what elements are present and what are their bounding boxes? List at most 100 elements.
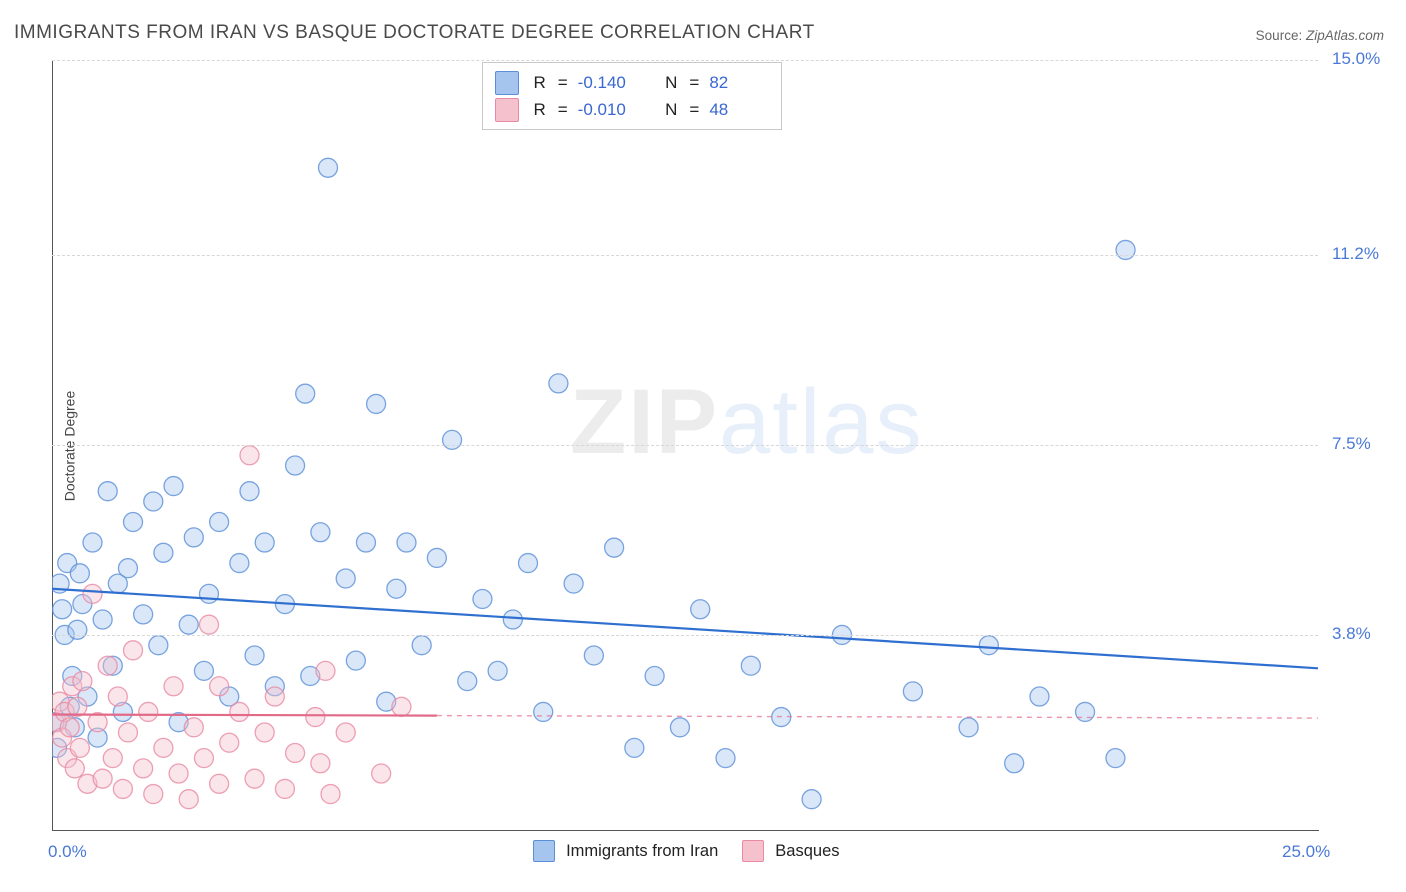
data-point <box>149 636 168 655</box>
data-point <box>605 538 624 557</box>
data-point <box>1106 749 1125 768</box>
legend-n-value: 48 <box>709 96 769 123</box>
data-point <box>716 749 735 768</box>
data-point <box>275 779 294 798</box>
data-point <box>73 672 92 691</box>
data-point <box>124 641 143 660</box>
legend-r-label: R <box>533 69 545 96</box>
data-point <box>68 620 87 639</box>
data-point <box>296 384 315 403</box>
gridline <box>52 255 1318 256</box>
data-point <box>68 697 87 716</box>
data-point <box>134 759 153 778</box>
data-point <box>286 456 305 475</box>
data-point <box>1076 702 1095 721</box>
data-point <box>670 718 689 737</box>
series-legend-label: Basques <box>775 842 839 861</box>
data-point <box>372 764 391 783</box>
data-point <box>412 636 431 655</box>
data-point <box>458 672 477 691</box>
data-point <box>113 779 132 798</box>
data-point <box>108 687 127 706</box>
data-point <box>70 738 89 757</box>
data-point <box>83 584 102 603</box>
data-point <box>194 661 213 680</box>
data-point <box>179 615 198 634</box>
data-point <box>98 482 117 501</box>
legend-row: R=-0.010 N=48 <box>495 96 769 123</box>
data-point <box>1116 240 1135 259</box>
chart-title: IMMIGRANTS FROM IRAN VS BASQUE DOCTORATE… <box>14 22 815 44</box>
data-point <box>255 723 274 742</box>
data-point <box>60 718 79 737</box>
data-point <box>356 533 375 552</box>
data-point <box>336 723 355 742</box>
correlation-legend: R=-0.140 N=82R=-0.010 N=48 <box>482 62 782 130</box>
data-point <box>625 738 644 757</box>
data-point <box>179 790 198 809</box>
gridline <box>52 60 1318 61</box>
gridline <box>52 445 1318 446</box>
y-tick-label: 11.2% <box>1332 244 1379 264</box>
source-label: Source: <box>1256 28 1303 43</box>
data-point <box>194 749 213 768</box>
data-point <box>691 600 710 619</box>
legend-swatch <box>533 840 555 862</box>
data-point <box>144 492 163 511</box>
y-tick-label: 3.8% <box>1332 624 1371 644</box>
data-point <box>392 697 411 716</box>
data-point <box>306 708 325 727</box>
data-point <box>240 482 259 501</box>
data-point <box>1005 754 1024 773</box>
data-point <box>124 513 143 532</box>
x-tick-min: 0.0% <box>48 842 87 862</box>
data-point <box>93 769 112 788</box>
legend-row: R=-0.140 N=82 <box>495 69 769 96</box>
legend-n-label: N <box>665 69 677 96</box>
legend-swatch <box>495 71 519 95</box>
data-point <box>488 661 507 680</box>
data-point <box>443 430 462 449</box>
y-tick-label: 15.0% <box>1332 49 1380 69</box>
data-point <box>53 600 72 619</box>
data-point <box>564 574 583 593</box>
data-point <box>139 702 158 721</box>
data-point <box>427 548 446 567</box>
series-legend: Immigrants from Iran Basques <box>533 840 839 862</box>
data-point <box>134 605 153 624</box>
data-point <box>741 656 760 675</box>
trend-line-dashed <box>437 716 1318 719</box>
series-legend-item: Immigrants from Iran <box>533 840 718 862</box>
data-point <box>321 785 340 804</box>
data-point <box>144 785 163 804</box>
data-point <box>210 677 229 696</box>
source-value: ZipAtlas.com <box>1306 28 1384 43</box>
data-point <box>286 744 305 763</box>
data-point <box>979 636 998 655</box>
data-point <box>169 764 188 783</box>
data-point <box>164 477 183 496</box>
data-point <box>903 682 922 701</box>
y-tick-label: 7.5% <box>1332 434 1371 454</box>
data-point <box>210 513 229 532</box>
data-point <box>98 656 117 675</box>
legend-r-value: -0.010 <box>578 96 638 123</box>
data-point <box>367 394 386 413</box>
series-legend-item: Basques <box>742 840 839 862</box>
data-point <box>184 528 203 547</box>
trend-line <box>52 715 437 716</box>
data-point <box>199 584 218 603</box>
data-point <box>70 564 89 583</box>
data-point <box>645 667 664 686</box>
data-point <box>164 677 183 696</box>
data-point <box>503 610 522 629</box>
data-point <box>230 554 249 573</box>
data-point <box>519 554 538 573</box>
legend-r-value: -0.140 <box>578 69 638 96</box>
data-point <box>959 718 978 737</box>
data-point <box>346 651 365 670</box>
data-point <box>265 687 284 706</box>
data-point <box>240 446 259 465</box>
data-point <box>802 790 821 809</box>
data-point <box>199 615 218 634</box>
